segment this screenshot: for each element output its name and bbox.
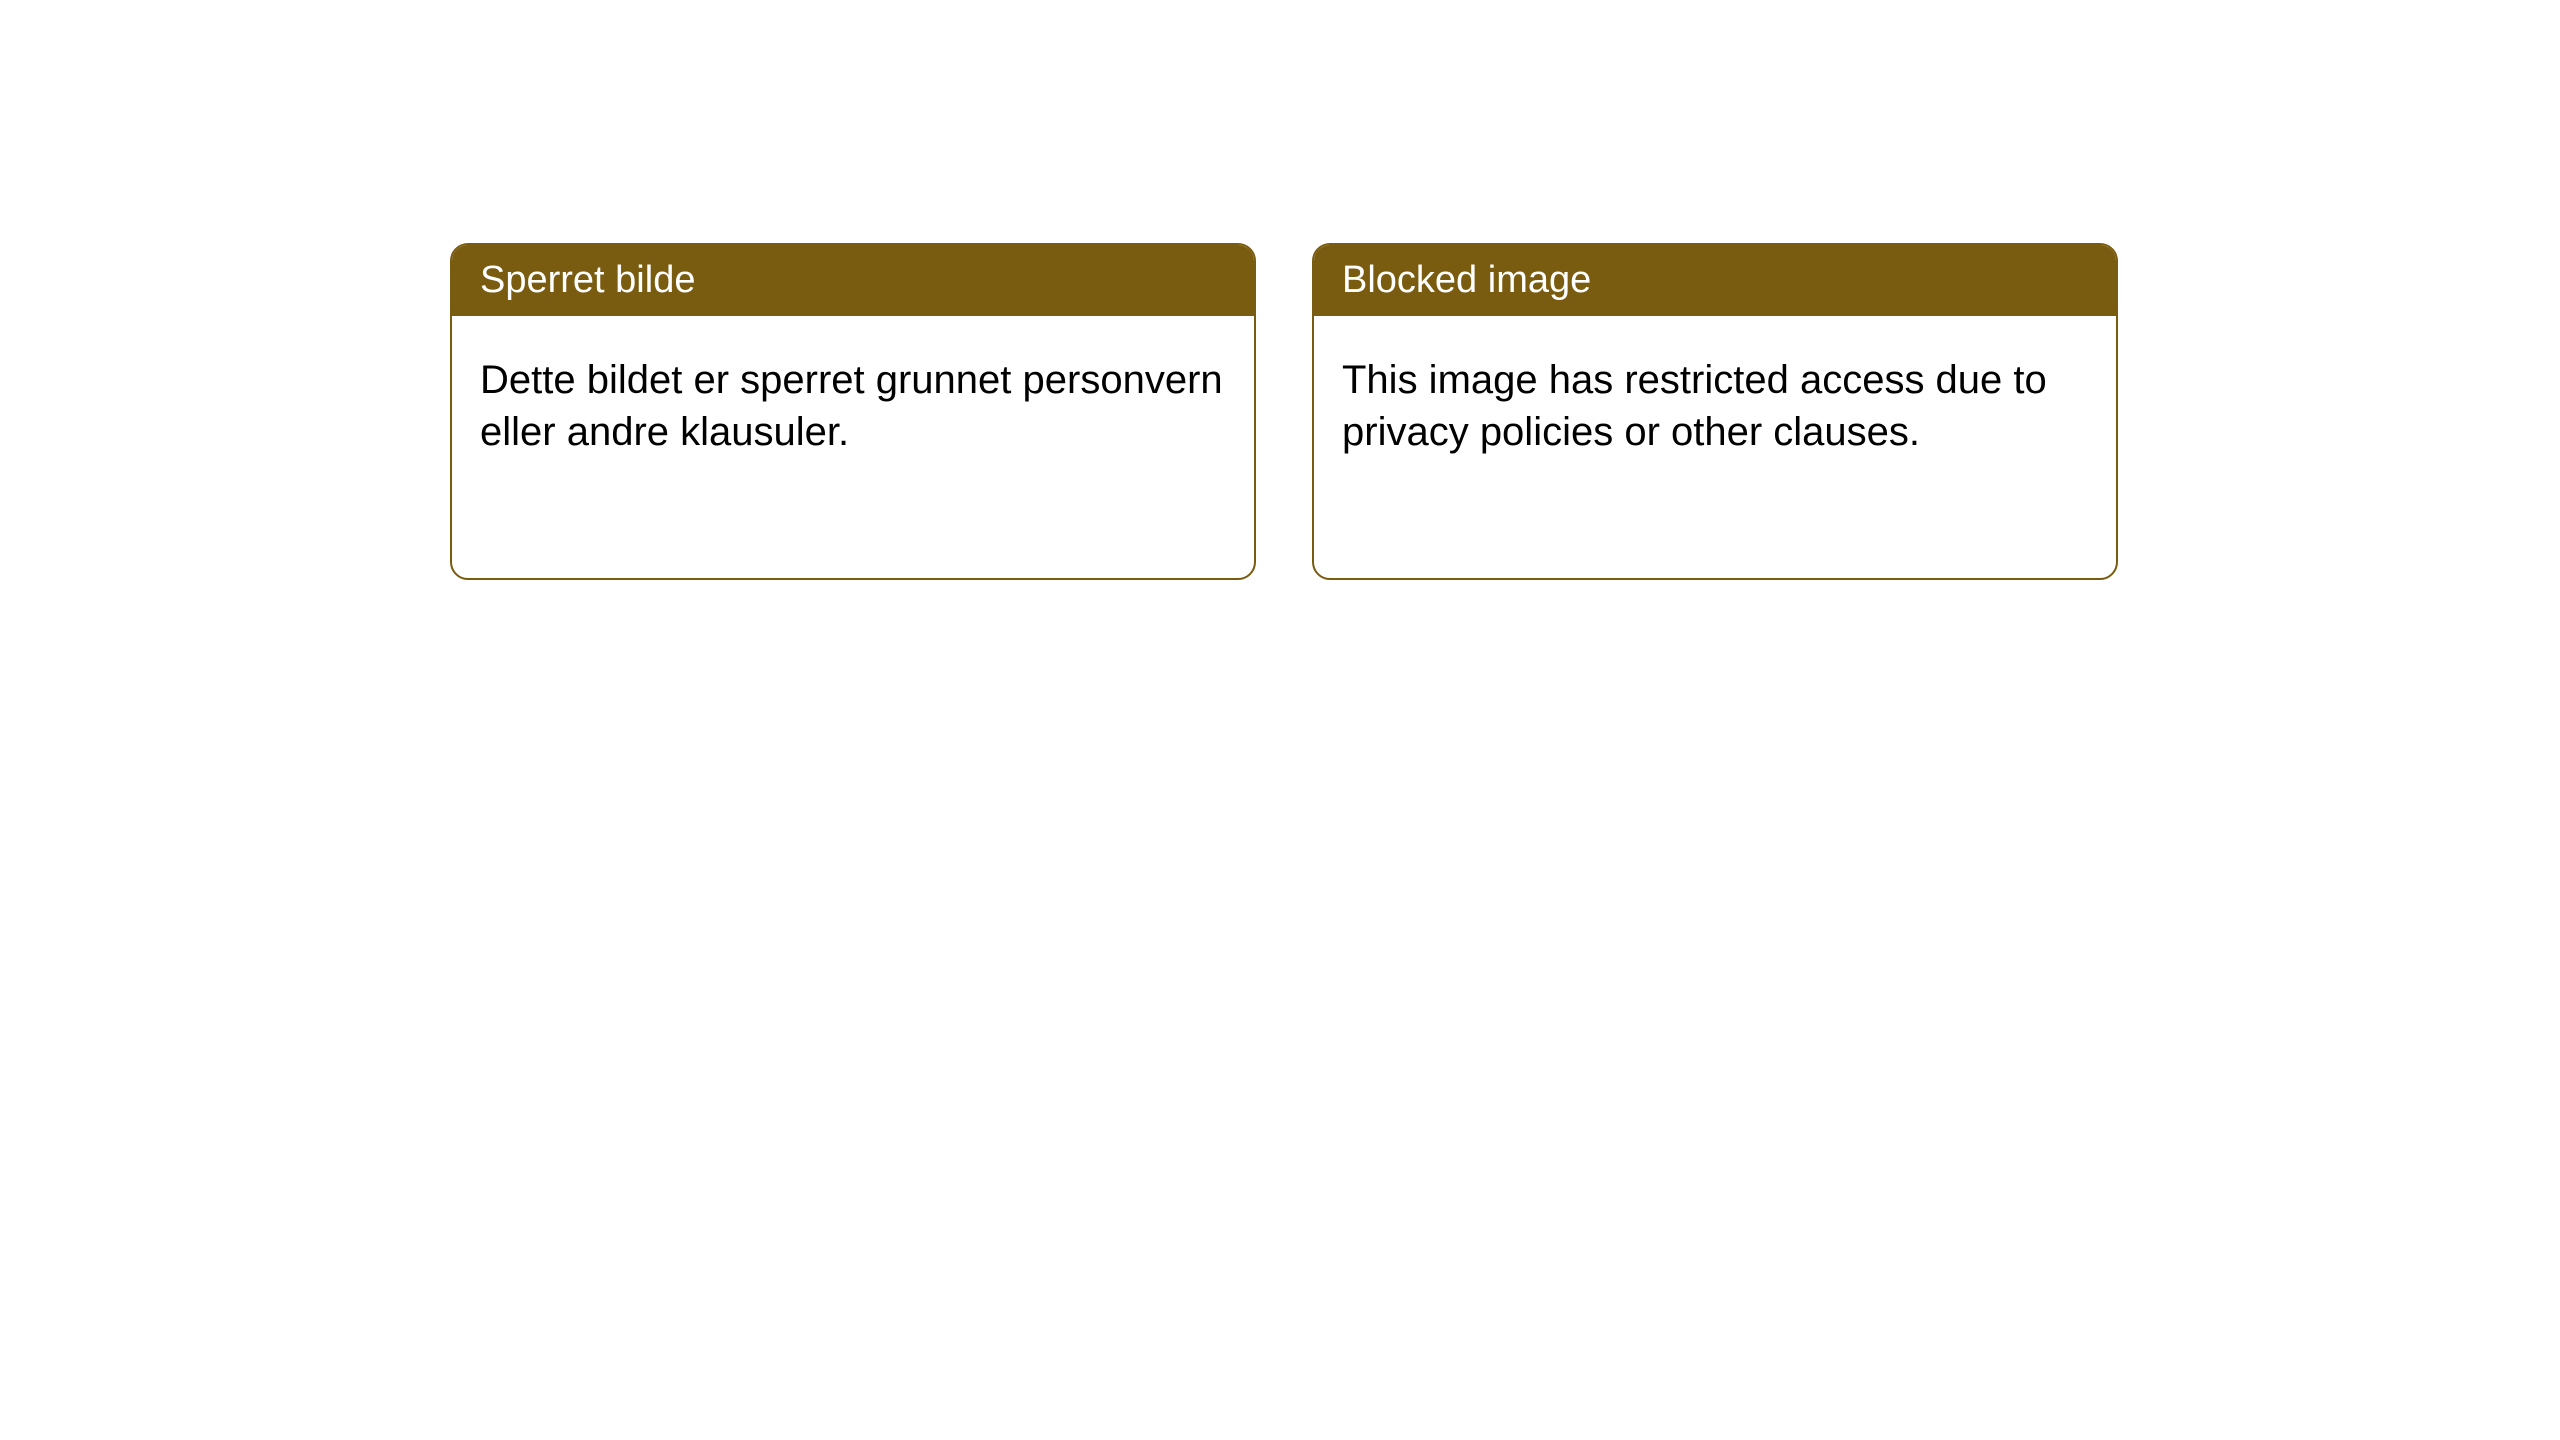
notice-container: Sperret bilde Dette bildet er sperret gr… — [0, 0, 2560, 580]
card-body-text: This image has restricted access due to … — [1342, 358, 2047, 454]
card-body: This image has restricted access due to … — [1314, 316, 2116, 496]
card-body-text: Dette bildet er sperret grunnet personve… — [480, 358, 1223, 454]
card-title: Blocked image — [1342, 259, 1591, 301]
card-header: Sperret bilde — [452, 245, 1254, 316]
blocked-image-card-en: Blocked image This image has restricted … — [1312, 243, 2118, 580]
card-body: Dette bildet er sperret grunnet personve… — [452, 316, 1254, 496]
card-title: Sperret bilde — [480, 259, 695, 301]
blocked-image-card-no: Sperret bilde Dette bildet er sperret gr… — [450, 243, 1256, 580]
card-header: Blocked image — [1314, 245, 2116, 316]
